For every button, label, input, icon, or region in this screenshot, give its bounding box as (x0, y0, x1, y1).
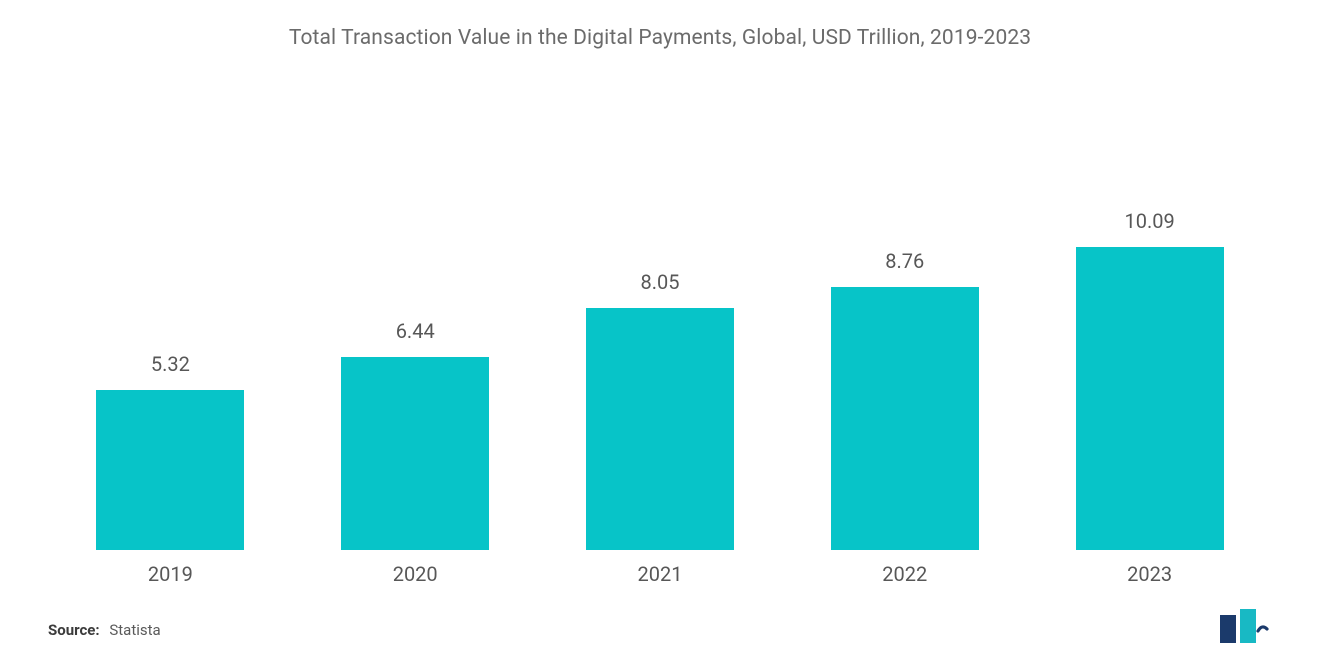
bar-group: 5.32 6.44 8.05 8.76 10.09 (48, 80, 1272, 550)
bar-value-label: 10.09 (1124, 209, 1174, 233)
x-axis-labels: 20192020202120222023 (48, 562, 1272, 586)
x-axis-label: 2019 (48, 562, 293, 586)
bar-value-label: 8.05 (640, 270, 679, 294)
bar-value-label: 5.32 (151, 352, 190, 376)
bar-rect (586, 308, 734, 550)
source-footer: Source: Statista (48, 621, 161, 639)
bar-column: 8.05 (538, 270, 783, 550)
source-label: Source: (48, 621, 100, 639)
x-axis-label: 2022 (782, 562, 1027, 586)
x-axis-label: 2021 (538, 562, 783, 586)
bar-column: 6.44 (293, 319, 538, 550)
bar-rect (341, 357, 489, 550)
bar-rect (96, 390, 244, 550)
chart-plot-area: 5.32 6.44 8.05 8.76 10.09 (48, 80, 1272, 550)
chart-title: Total Transaction Value in the Digital P… (48, 26, 1272, 50)
source-name: Statista (109, 621, 160, 639)
bar-value-label: 8.76 (885, 249, 924, 273)
bar-rect (1076, 247, 1224, 550)
chart-frame: Total Transaction Value in the Digital P… (0, 0, 1320, 665)
bar-value-label: 6.44 (396, 319, 435, 343)
bar-column: 5.32 (48, 352, 293, 550)
brand-logo (1214, 609, 1272, 647)
x-axis-label: 2023 (1027, 562, 1272, 586)
bar-column: 10.09 (1027, 209, 1272, 550)
bar-column: 8.76 (782, 249, 1027, 550)
x-axis-label: 2020 (293, 562, 538, 586)
bar-rect (831, 287, 979, 550)
